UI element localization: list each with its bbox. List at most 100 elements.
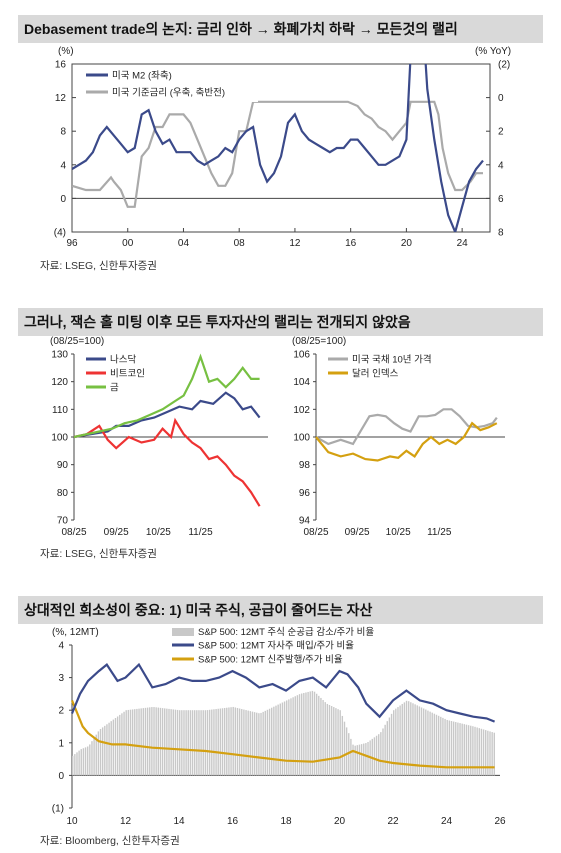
chart3-bar [116,716,119,776]
chart3-bar [247,710,249,776]
chart1-right-unit: (% YoY) [475,46,511,57]
chart3-bar [480,728,483,776]
chart3-bar [181,710,183,776]
chart2-right-y-tick-label: 100 [293,433,310,444]
chart3-bar [307,691,309,776]
chart3-bar [260,712,262,776]
chart3-bar [101,727,104,776]
chart3-bar [450,721,453,776]
chart2-right-series-1 [315,421,498,462]
chart1-x-tick-label: 20 [401,238,413,249]
chart3-bar [339,710,341,776]
chart1-legend-m2-label: 미국 M2 (좌축) [112,71,172,82]
chart3-bar [354,745,356,776]
chart3-legend-1-label: S&P 500: 12MT 자사주 매입/주가 비율 [198,640,354,652]
chart3-bar [478,728,480,776]
chart3-bar [140,708,142,776]
chart3-bar [303,692,305,776]
chart2-right-unit: (08/25=100) [292,336,346,347]
chart3-bar [249,711,252,776]
chart1-x-tick-label: 00 [122,238,134,249]
chart3-bar [215,709,217,776]
chart2-right-x-tick-label: 08/25 [303,527,328,538]
chart3-bar [76,752,78,776]
chart3-bar [245,710,247,776]
chart3-bar [395,708,397,776]
chart1-legend-rate-label: 미국 기준금리 (우축, 축반전) [112,88,225,99]
chart3-bar [232,706,234,776]
chart3-bar [82,748,85,776]
chart3-bar [311,690,314,776]
chart3-bar [204,710,207,776]
chart2-left-x-tick-label: 10/25 [146,527,171,538]
chart3-bar [155,707,157,776]
chart3-bar [322,700,324,776]
chart3-bar [446,719,448,776]
chart3-x-tick-label: 22 [387,816,399,827]
chart3-bar [198,710,200,776]
chart3-bar [206,710,209,776]
chart3-bar [455,722,457,776]
chart3-bar [375,735,378,776]
chart3-bar [275,705,277,776]
chart3-bar [380,732,382,776]
chart3-bar [358,744,361,776]
chart3-bar [382,728,384,776]
chart3-bar [407,701,410,776]
chart3-y-tick-label: 0 [58,771,64,782]
chart3-bar [72,755,74,776]
chart1-left-tick-label: 12 [55,93,67,104]
chart3-bar [384,724,386,776]
chart3-bar [416,705,418,776]
chart1-right-tick-label: (2) [498,60,510,71]
chart3-bar [191,710,194,776]
chart3-bar [429,711,431,776]
chart3-bar [465,724,468,776]
chart3-bar [459,723,461,776]
chart2-left-series-2 [73,353,260,439]
chart3-bar [258,713,260,776]
chart3-bar [444,718,446,776]
chart3-bar [373,737,376,776]
chart3-bar [211,709,213,776]
chart3-bar [193,710,196,776]
chart3-bar [491,732,493,776]
chart3-bar [264,710,266,776]
chart3-x-tick-label: 10 [66,816,78,827]
chart3-x-tick-label: 24 [441,816,453,827]
chart1-x-tick-label: 12 [289,238,301,249]
chart3-x-tick-label: 16 [227,816,239,827]
chart3-bar [393,710,395,776]
chart3-x-tick-label: 20 [334,816,346,827]
chart1-right-tick-label: 0 [498,93,504,104]
chart3-bar [80,749,82,776]
chart3-unit: (%, 12MT) [52,627,99,638]
chart3-bar [97,731,100,776]
chart3-bar [266,709,269,776]
chart3-title: 상대적인 희소성이 중요: 1) 미국 주식, 공급이 줄어드는 자산 [18,596,543,624]
chart3-bar [146,707,149,776]
chart3-bar [185,710,187,776]
chart3-bar [243,709,245,776]
chart3-bar [403,702,406,776]
chart1-left-tick-label: 8 [60,127,66,138]
chart3-bar [305,692,307,776]
chart3-bar [228,707,230,776]
chart3-bar [262,711,264,776]
chart3-bar [74,754,76,776]
chart2-title: 그러나, 잭슨 홀 미팅 이후 모든 투자자산의 랠리는 전개되지 않았음 [18,308,543,336]
chart2-right-y-tick-label: 104 [293,377,310,388]
chart3-bar [427,710,429,776]
chart3-bar [399,705,401,776]
chart3-bar [343,721,346,776]
chart3-bar [170,709,172,776]
chart3-bar [448,720,451,776]
chart1-x-tick-label: 16 [345,238,357,249]
chart3-bar [474,726,476,776]
chart3-bar [405,700,408,776]
chart3-y-tick-label: 1 [58,738,64,749]
chart2-left-y-tick-label: 100 [51,433,68,444]
chart3-bar [294,696,296,776]
chart3-bar [217,708,219,776]
chart3-bar [168,708,170,776]
